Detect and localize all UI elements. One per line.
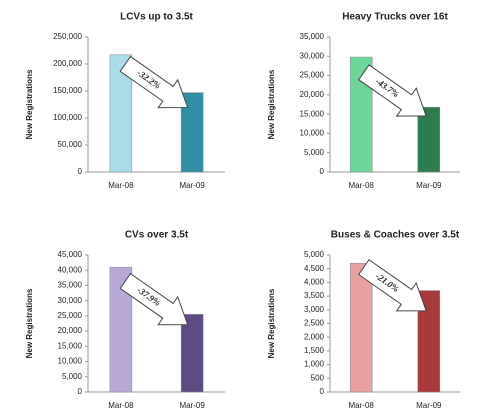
y-tick-label: 20,000 xyxy=(300,90,325,99)
chart-title: Heavy Trucks over 16t xyxy=(342,12,448,23)
y-tick-label: 30,000 xyxy=(300,51,325,60)
y-tick-label: 1,000 xyxy=(304,360,325,369)
y-tick-label: 10,000 xyxy=(300,129,325,138)
y-tick-label: 10,000 xyxy=(58,357,83,366)
chart-title: Buses & Coaches over 3.5t xyxy=(331,230,460,241)
x-tick-label: Mar-08 xyxy=(108,181,134,190)
y-axis-label: New Registrations xyxy=(25,288,34,358)
y-tick-label: 4,000 xyxy=(304,278,325,287)
chart-title: LCVs up to 3.5t xyxy=(120,12,193,23)
x-tick-label: Mar-08 xyxy=(349,401,375,410)
bar xyxy=(417,290,441,393)
x-tick-label: Mar-08 xyxy=(349,181,375,190)
y-tick-label: 5,000 xyxy=(304,250,325,259)
y-tick-label: 15,000 xyxy=(58,341,83,350)
y-tick-label: 25,000 xyxy=(300,71,325,80)
y-tick-label: 30,000 xyxy=(58,296,83,305)
y-axis-label: New Registrations xyxy=(267,69,276,139)
y-tick-label: 3,500 xyxy=(304,291,325,300)
y-tick-label: 5,000 xyxy=(304,148,325,157)
y-tick-label: 0 xyxy=(78,387,83,396)
bar xyxy=(417,106,441,173)
x-tick-label: Mar-09 xyxy=(179,181,205,190)
y-tick-label: 3,000 xyxy=(304,305,325,314)
y-axis-label: New Registrations xyxy=(267,288,276,358)
y-tick-label: 15,000 xyxy=(300,109,325,118)
y-tick-label: 100,000 xyxy=(53,113,82,122)
chart-title: CVs over 3.5t xyxy=(125,230,189,241)
y-tick-label: 0 xyxy=(78,167,83,176)
arrow xyxy=(358,64,427,117)
arrow xyxy=(358,259,427,312)
y-tick-label: 0 xyxy=(320,167,325,176)
y-axis-label: New Registrations xyxy=(25,69,34,139)
bar xyxy=(109,266,133,393)
y-tick-label: 4,500 xyxy=(304,264,325,273)
x-tick-label: Mar-08 xyxy=(108,401,134,410)
y-tick-label: 150,000 xyxy=(53,86,82,95)
y-tick-label: 40,000 xyxy=(58,265,83,274)
y-tick-label: 35,000 xyxy=(58,281,83,290)
y-tick-label: 250,000 xyxy=(53,32,82,41)
arrow xyxy=(119,55,189,109)
y-tick-label: 5,000 xyxy=(62,372,83,381)
y-tick-label: 0 xyxy=(320,387,325,396)
x-tick-label: Mar-09 xyxy=(416,401,442,410)
x-tick-label: Mar-09 xyxy=(416,181,442,190)
y-tick-label: 25,000 xyxy=(58,311,83,320)
y-tick-label: 35,000 xyxy=(300,32,325,41)
y-tick-label: 2,000 xyxy=(304,332,325,341)
y-tick-label: 50,000 xyxy=(58,140,83,149)
y-tick-label: 1,500 xyxy=(304,346,325,355)
bar xyxy=(349,262,373,393)
x-tick-label: Mar-09 xyxy=(179,401,205,410)
bar xyxy=(180,92,204,173)
y-tick-label: 45,000 xyxy=(58,250,83,259)
y-tick-label: 20,000 xyxy=(58,326,83,335)
arrow xyxy=(119,272,189,326)
y-tick-label: 200,000 xyxy=(53,59,82,68)
y-tick-label: 500 xyxy=(311,373,325,382)
bar xyxy=(109,54,133,173)
y-tick-label: 2,500 xyxy=(304,319,325,328)
bar xyxy=(180,314,204,393)
